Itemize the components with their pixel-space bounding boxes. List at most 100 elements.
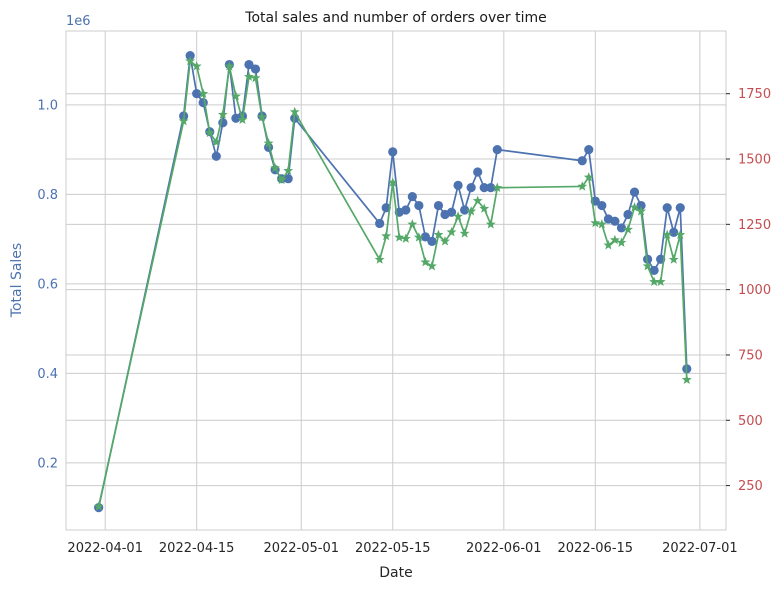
data-point-orders xyxy=(472,195,483,206)
y-right-tick-label: 500 xyxy=(738,414,763,429)
data-point-total-sales xyxy=(244,59,254,70)
data-point-total-sales xyxy=(479,183,489,193)
data-point-orders xyxy=(93,501,104,511)
data-point-orders xyxy=(466,206,477,216)
data-point-orders xyxy=(577,181,588,191)
data-point-orders xyxy=(217,109,228,119)
data-point-total-sales xyxy=(185,51,195,61)
data-point-orders xyxy=(603,240,614,250)
data-point-total-sales xyxy=(623,209,633,220)
data-point-orders xyxy=(616,237,627,247)
data-point-orders xyxy=(440,236,450,246)
x-tick-label: 2022-06-01 xyxy=(466,541,542,556)
data-point-total-sales xyxy=(388,147,398,157)
data-point-orders xyxy=(609,234,620,245)
data-point-orders xyxy=(459,228,470,238)
data-point-total-sales xyxy=(250,64,261,74)
x-axis-label: Date xyxy=(379,565,412,581)
data-point-total-sales xyxy=(584,144,594,155)
data-point-orders xyxy=(446,226,457,237)
data-point-orders xyxy=(453,211,464,221)
y-right-tick-label: 750 xyxy=(738,348,763,363)
data-point-orders xyxy=(649,276,660,287)
y-left-tick-label: 0.4 xyxy=(37,367,58,382)
data-point-orders xyxy=(381,230,392,241)
data-point-orders xyxy=(283,165,294,175)
data-point-orders xyxy=(668,254,679,264)
data-point-total-sales xyxy=(407,191,417,202)
data-point-total-sales xyxy=(453,180,463,190)
series-layer xyxy=(93,51,692,513)
data-point-total-sales xyxy=(414,200,424,211)
data-point-total-sales xyxy=(616,223,627,233)
grid-lines xyxy=(66,31,726,530)
data-point-total-sales xyxy=(486,183,496,193)
data-point-orders xyxy=(400,233,411,243)
data-point-total-sales xyxy=(662,203,672,213)
data-point-orders xyxy=(642,260,653,271)
data-point-orders xyxy=(230,91,241,101)
x-tick-label: 2022-04-15 xyxy=(159,541,235,556)
data-point-orders xyxy=(662,229,673,239)
data-point-orders xyxy=(224,61,235,71)
data-point-total-sales xyxy=(427,236,437,246)
data-point-orders xyxy=(675,229,686,239)
data-point-orders xyxy=(270,162,281,173)
data-point-total-sales xyxy=(375,218,385,229)
data-point-total-sales xyxy=(649,265,659,276)
data-point-total-sales xyxy=(473,167,483,177)
data-point-orders xyxy=(374,254,385,264)
data-point-orders xyxy=(191,61,202,71)
data-point-orders xyxy=(198,88,209,98)
data-point-orders xyxy=(204,127,215,138)
data-point-orders xyxy=(681,374,692,384)
data-point-total-sales xyxy=(446,207,457,217)
y-right-tick-label: 1250 xyxy=(738,218,771,233)
y-left-tick-label: 0.8 xyxy=(37,188,58,203)
y-axis-left-label: Total Sales xyxy=(9,243,25,318)
data-point-orders xyxy=(420,257,431,267)
y-right-tick-label: 1500 xyxy=(738,153,771,168)
data-point-orders xyxy=(596,219,607,229)
x-tick-label: 2022-07-01 xyxy=(662,541,738,556)
data-point-orders xyxy=(413,232,424,242)
data-point-total-sales xyxy=(381,203,391,213)
x-tick-label: 2022-05-15 xyxy=(355,541,431,556)
y-left-tick-label: 0.6 xyxy=(37,277,58,292)
data-point-total-sales xyxy=(577,156,587,166)
x-tick-label: 2022-06-15 xyxy=(558,541,634,556)
data-point-orders xyxy=(244,71,254,81)
data-point-orders xyxy=(250,72,261,83)
data-point-orders xyxy=(263,138,274,148)
data-point-total-sales xyxy=(492,144,502,155)
plot-area-frame xyxy=(65,30,727,531)
data-point-total-sales xyxy=(401,205,411,215)
data-point-orders xyxy=(237,114,248,125)
data-point-total-sales xyxy=(629,187,640,197)
data-point-orders xyxy=(636,206,646,216)
data-point-total-sales xyxy=(636,200,646,211)
data-point-orders xyxy=(211,136,222,147)
data-point-orders xyxy=(387,177,398,187)
data-point-total-sales xyxy=(420,232,431,242)
data-point-orders xyxy=(276,174,287,185)
y-left-tick-label: 1.0 xyxy=(37,98,58,113)
data-point-orders xyxy=(590,217,601,228)
chart-title: Total sales and number of orders over ti… xyxy=(244,10,546,26)
data-point-total-sales xyxy=(460,205,470,215)
tick-labels: 2022-04-01 2022-04-15 2022-05-01 2022-05-15… xyxy=(37,87,771,556)
data-point-orders xyxy=(485,219,496,229)
data-point-orders xyxy=(629,202,640,212)
data-point-orders xyxy=(623,224,633,234)
x-tick-label: 2022-04-01 xyxy=(67,541,143,556)
y-right-tick-label: 250 xyxy=(738,479,763,494)
data-point-total-sales xyxy=(466,183,476,193)
data-point-orders xyxy=(394,232,405,242)
data-point-total-sales xyxy=(198,98,208,108)
data-point-total-sales xyxy=(283,174,293,184)
data-point-total-sales xyxy=(192,89,202,99)
data-point-total-sales xyxy=(610,216,620,226)
data-point-total-sales xyxy=(433,200,444,211)
